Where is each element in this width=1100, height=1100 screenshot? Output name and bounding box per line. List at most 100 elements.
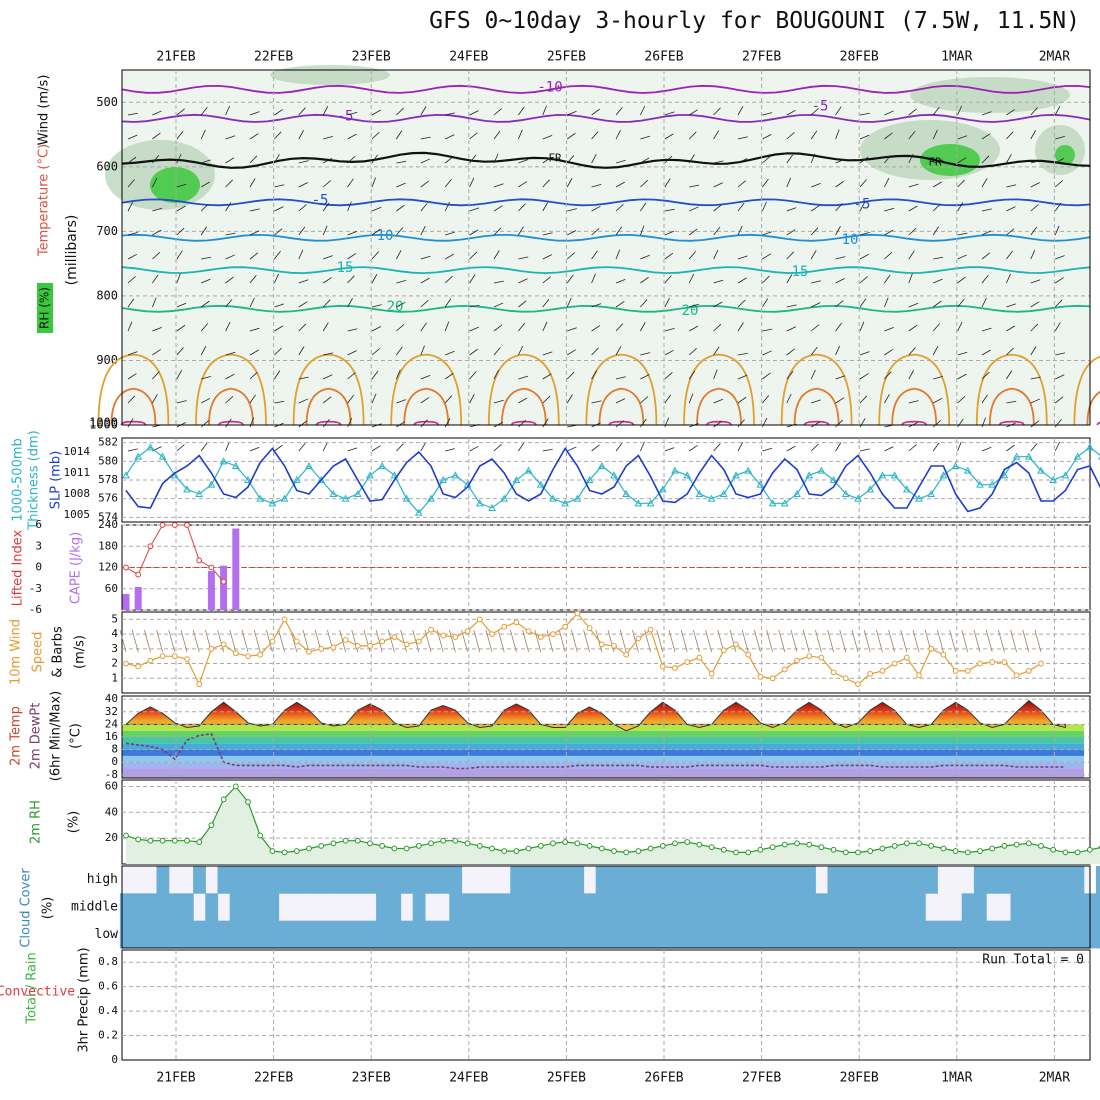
wind-barb: [201, 376, 211, 380]
wind10-point: [440, 632, 447, 639]
wind-barb: [493, 130, 501, 140]
cloud-cell: [925, 920, 938, 949]
wind-barb: [908, 347, 916, 356]
wind10-barb: [473, 629, 481, 653]
wind10-point: [464, 628, 471, 635]
wind-barb: [884, 229, 894, 236]
wind-barb: [737, 322, 744, 332]
cloud-cell: [461, 893, 475, 922]
wind-barb: [591, 184, 602, 188]
temp2m-area: [125, 700, 1066, 732]
cloud-cell: [498, 893, 511, 922]
wind-barb: [957, 396, 966, 404]
wind-barb: [176, 302, 187, 308]
wind10-point: [245, 653, 251, 660]
wind-barb: [859, 395, 868, 404]
wind-barb: [1006, 325, 1016, 332]
wind10-point: [891, 660, 898, 667]
wind-barb: [688, 109, 698, 116]
wind-barb: [713, 369, 718, 380]
wind-barb: [737, 374, 748, 380]
thickness-point: [622, 489, 631, 497]
cloud-cell: [1022, 920, 1036, 949]
wind-barb: [1054, 441, 1060, 452]
thickness-point: [341, 494, 350, 502]
wind-barb: [957, 179, 965, 188]
thickness-tick-label: 582: [98, 436, 118, 449]
precip-axis-label-a: Total / Rain: [25, 952, 40, 1025]
wind-barb: [396, 369, 401, 380]
wind-barb: [1006, 109, 1015, 116]
wind-barb: [615, 346, 622, 356]
wind-barb: [835, 256, 846, 260]
cloud-cell: [729, 866, 743, 894]
temp2m-axis-label-b: 2m DewPt: [29, 703, 44, 770]
wind10-point: [818, 654, 825, 661]
wind-barb: [493, 347, 501, 356]
thickness-point: [719, 489, 728, 497]
wind-barb: [518, 278, 528, 284]
wind-barb: [932, 129, 938, 140]
wind10-barb: [619, 629, 627, 653]
wind-barb: [176, 250, 183, 260]
wind-barb: [347, 275, 355, 284]
cloud-cell: [449, 920, 463, 949]
thickness-point: [1061, 471, 1070, 479]
wind-barb: [835, 278, 845, 284]
wind-barb: [225, 351, 236, 356]
wind10-barb: [266, 629, 273, 653]
wind10-point: [354, 642, 361, 649]
rh2m-point: [635, 848, 642, 854]
cloud-cell: [693, 920, 707, 949]
wind10-barb: [1022, 629, 1030, 653]
wind10-barb: [937, 629, 944, 653]
thickness-point: [317, 475, 326, 483]
li-tick-label: -3: [29, 582, 42, 595]
wind-barb: [640, 202, 647, 212]
wind10-barb: [119, 629, 127, 653]
wind-barb: [420, 106, 427, 116]
cloud-cell: [266, 920, 280, 949]
isotherm-label: -10: [537, 79, 562, 95]
wind-barb: [1030, 376, 1041, 380]
cloud-cell: [876, 893, 890, 922]
cloud-cell: [681, 866, 694, 894]
thickness-point: [646, 499, 655, 507]
wind-barb: [371, 370, 379, 380]
wind-barb: [957, 157, 967, 164]
wind10-point: [611, 642, 617, 649]
cloud-cell: [363, 866, 377, 894]
cloud-cell: [607, 920, 621, 949]
wind-barb: [615, 301, 625, 308]
temp2m-tick-label: 0: [111, 755, 118, 768]
wind-barb: [859, 134, 870, 140]
wind-barb: [127, 373, 137, 380]
wind-barb: [957, 441, 962, 452]
cloud-cell: [559, 893, 572, 922]
rh2m-point: [806, 841, 813, 848]
cloud-cell: [266, 866, 280, 894]
cloud-cell: [290, 866, 304, 894]
wind-barb: [396, 160, 407, 164]
wind-barb: [152, 274, 159, 284]
thickness-point: [329, 489, 338, 497]
cloud-cell: [644, 920, 658, 949]
wind-barb: [542, 298, 550, 308]
isotherm-25-arch: [292, 353, 365, 426]
wind10-point: [757, 673, 764, 680]
wind-barb: [713, 398, 724, 404]
thickness-point: [878, 471, 887, 479]
wind-barb: [225, 418, 232, 428]
wind-barb: [396, 301, 406, 308]
wind-barb: [1030, 107, 1038, 116]
wind-barb: [444, 372, 454, 380]
wind-barb: [542, 276, 551, 284]
cloud-cell: [168, 893, 182, 922]
wind-barb: [152, 371, 160, 380]
wind-barb: [688, 393, 694, 404]
wind-barb: [469, 251, 478, 260]
thickness-point: [292, 475, 301, 483]
wind-barb: [200, 106, 208, 116]
wind10-point: [928, 645, 935, 652]
cloud-cell: [851, 920, 865, 949]
